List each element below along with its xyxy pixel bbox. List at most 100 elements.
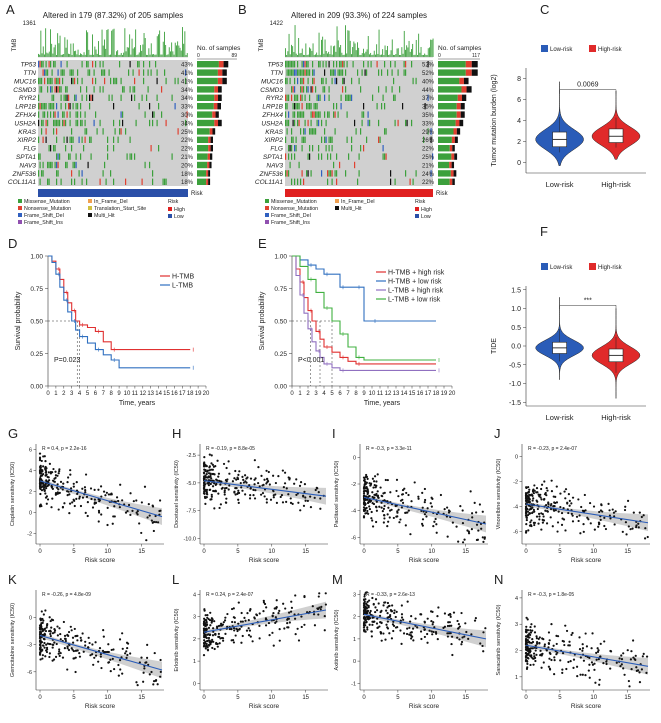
mutation-cell xyxy=(325,145,327,152)
mutation-cell xyxy=(321,170,323,177)
scatter-point xyxy=(208,453,211,456)
scatter-point xyxy=(262,599,265,602)
scatter-point xyxy=(590,661,594,664)
scatter-point xyxy=(87,646,90,649)
mutation-cell xyxy=(156,119,158,127)
scatter-point xyxy=(293,482,296,485)
mutation-cell xyxy=(65,119,67,127)
mutation-cell xyxy=(405,61,407,68)
scatter-point xyxy=(39,639,42,642)
scatter-point xyxy=(309,506,313,509)
mutation-cell xyxy=(99,178,101,185)
x-axis-label: Risk score xyxy=(85,703,116,710)
scatter-point xyxy=(387,506,390,509)
scatter-point xyxy=(267,621,271,625)
sample-count-bar xyxy=(218,86,222,93)
gene-label: USH2A xyxy=(14,120,36,127)
scatter-point xyxy=(371,525,375,528)
mutation-cell xyxy=(399,86,401,93)
sample-count-bar xyxy=(197,178,207,185)
scatter-point xyxy=(207,626,211,629)
scatter-point xyxy=(621,530,624,533)
mutation-cell xyxy=(310,128,312,135)
scatter-point xyxy=(148,673,151,676)
gene-percent: 26% xyxy=(422,138,435,144)
sample-count-bar xyxy=(455,119,460,127)
mutation-cell xyxy=(288,61,290,68)
scatter-point xyxy=(463,635,466,638)
x-tick-label: 3 xyxy=(70,391,74,397)
mutation-cell xyxy=(286,94,288,101)
mutation-cell xyxy=(394,178,396,185)
scatter-point xyxy=(274,616,277,619)
mutation-cell xyxy=(185,119,187,127)
tmb-bar xyxy=(180,50,182,57)
tmb-bar xyxy=(304,55,306,57)
tmb-bar xyxy=(291,44,292,57)
sample-count-bar xyxy=(197,170,207,177)
mutation-cell xyxy=(54,145,56,152)
tmb-bar xyxy=(346,53,348,57)
scatter-point xyxy=(59,638,62,641)
gene-label: RYR2 xyxy=(19,95,36,102)
scatter-point xyxy=(524,648,528,651)
scatter-point xyxy=(306,499,309,503)
mutation-cell xyxy=(336,170,338,177)
scatter-point xyxy=(283,482,287,485)
mutation-cell xyxy=(336,153,338,160)
scatter-point xyxy=(392,624,396,627)
mutation-cell xyxy=(297,119,299,127)
scatter-point xyxy=(150,670,153,674)
gene-percent: 33% xyxy=(422,121,435,127)
scatter-point xyxy=(386,513,389,516)
tmb-bar xyxy=(132,48,134,57)
scatter-point xyxy=(460,640,464,644)
scatter-point xyxy=(484,627,487,630)
scatter-point xyxy=(607,502,610,505)
tmb-bar xyxy=(285,48,286,57)
mutation-cell xyxy=(289,69,291,76)
tmb-bar xyxy=(161,54,163,57)
scatter-point xyxy=(615,661,618,664)
scatter-point xyxy=(39,648,42,652)
scatter-point xyxy=(212,489,215,493)
scatter-point xyxy=(532,492,535,495)
scatter-point xyxy=(405,632,409,636)
mutation-cell xyxy=(42,161,44,169)
scatter-point xyxy=(203,639,206,642)
scatter-point xyxy=(73,504,76,508)
tmb-bar xyxy=(378,29,380,57)
mutation-cell xyxy=(330,170,332,177)
mutation-cell xyxy=(348,94,350,101)
tmb-bar xyxy=(110,54,111,57)
tmb-bar xyxy=(98,41,99,57)
scatter-point xyxy=(374,610,377,614)
scatter-point xyxy=(232,627,236,630)
panel-letter: M xyxy=(332,572,343,587)
scatter-point xyxy=(287,611,291,614)
scatter-point xyxy=(132,500,135,503)
scatter-point xyxy=(450,642,453,646)
mutation-cell xyxy=(378,69,380,76)
scatter-point xyxy=(42,455,45,458)
legend-entry: Multi_Hit xyxy=(341,206,362,212)
mutation-cell xyxy=(325,61,327,68)
scatter-point xyxy=(203,634,206,637)
mutation-cell xyxy=(322,61,324,68)
mutation-cell xyxy=(291,153,293,160)
mutation-cell xyxy=(177,128,179,135)
sample-count-bar xyxy=(438,103,457,110)
mutation-cell xyxy=(312,77,314,85)
mutation-cell xyxy=(101,69,103,76)
tmb-bar xyxy=(339,47,340,57)
scatter-point xyxy=(471,516,474,519)
mutation-cell xyxy=(45,61,47,68)
scatter-point xyxy=(42,613,45,616)
scatter-point xyxy=(262,601,266,604)
scatter-point xyxy=(286,626,289,629)
scatter-point xyxy=(247,634,251,637)
mutation-cell xyxy=(333,69,335,76)
mutation-cell xyxy=(150,69,152,76)
nsamp-min: 0 xyxy=(197,53,200,59)
